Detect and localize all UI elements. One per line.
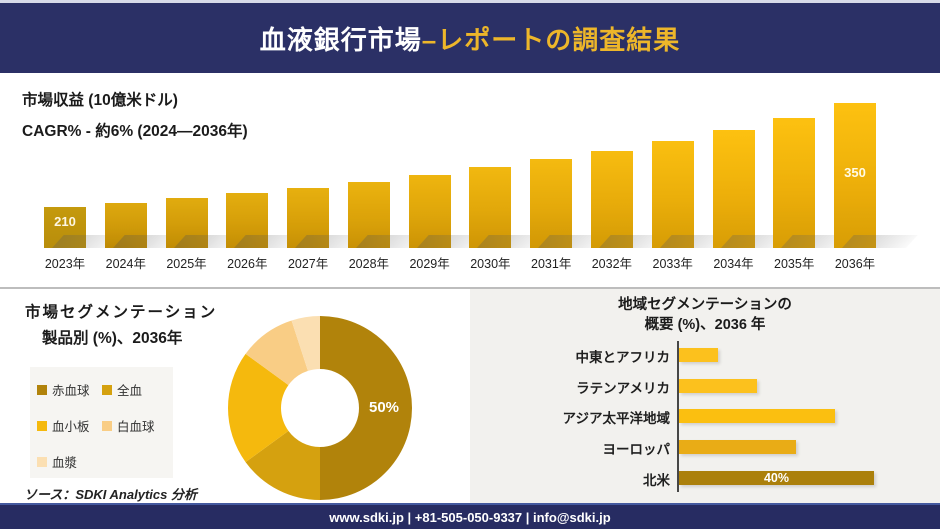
- legend-item: 赤血球: [37, 380, 100, 399]
- revenue-category-label: 2033年: [652, 257, 693, 271]
- legend-swatch-icon: [102, 420, 112, 431]
- regional-bar: [679, 440, 796, 455]
- section-divider: [0, 287, 940, 289]
- revenue-category-label: 2025年: [166, 257, 207, 271]
- revenue-bars: 210 350: [0, 100, 940, 248]
- revenue-bar: [287, 188, 330, 248]
- regional-axis-line: [677, 341, 679, 492]
- regional-bar: [679, 378, 757, 393]
- footer-bar: www.sdki.jp | +81-505-050-9337 | info@sd…: [0, 503, 940, 529]
- revenue-category-label: 2035年: [774, 257, 815, 271]
- revenue-bar: [226, 193, 269, 248]
- revenue-chart-title: 市場収益 (10億米ドル): [22, 92, 178, 109]
- revenue-bar: [530, 159, 573, 248]
- page-title: 血液銀行市場–レポートの調査結果: [260, 20, 680, 57]
- revenue-category-label: 2024年: [105, 257, 146, 271]
- legend-item: 白血球: [102, 416, 165, 435]
- donut-percentage-label: 50%: [368, 399, 400, 416]
- revenue-bar: [408, 175, 451, 248]
- regional-seg-subtitle: 概要 (%)、2036 年: [644, 317, 766, 333]
- regional-seg-title: 地域セグメンテーションの: [618, 297, 792, 313]
- revenue-category-label: 2023年: [44, 257, 86, 271]
- product-seg-subtitle: 製品別 (%)、2036年: [42, 330, 183, 347]
- revenue-category-label: 2027年: [287, 257, 329, 271]
- donut-slice-2: [245, 430, 320, 500]
- product-seg-donut-chart: [227, 316, 412, 500]
- regional-bar: [679, 348, 718, 362]
- bar-value-label: 350: [844, 165, 866, 181]
- donut-slice-4: [245, 320, 308, 386]
- regional-panel-background: [470, 289, 940, 505]
- legend-swatch-icon: [37, 384, 47, 395]
- regional-category-label: 中東とアフリカ: [575, 350, 671, 365]
- revenue-category-label: 2031年: [531, 257, 572, 271]
- revenue-bar: [651, 140, 694, 248]
- regional-category-label: アジア太平洋地域: [562, 411, 670, 427]
- regional-bar: [679, 409, 835, 424]
- legend-label: 赤血球: [52, 384, 90, 398]
- legend-swatch-icon: [102, 384, 112, 395]
- revenue-category-label: 2030年: [470, 257, 511, 271]
- revenue-category-label: 2028年: [348, 257, 390, 271]
- legend-label: 血漿: [52, 456, 78, 470]
- product-seg-title: 市場セグメンテーション: [25, 304, 218, 321]
- legend-label: 全血: [117, 384, 143, 398]
- revenue-bar: [773, 117, 816, 248]
- revenue-bar: [165, 198, 208, 248]
- page-title-market: 血液銀行市場: [259, 24, 422, 55]
- legend-swatch-icon: [37, 456, 47, 467]
- revenue-category-label: 2032年: [591, 257, 633, 271]
- regional-bar: 40%: [679, 470, 874, 485]
- bar-value-label: 210: [54, 214, 76, 229]
- revenue-category-label: 2034年: [713, 257, 754, 271]
- header-banner: 血液銀行市場–レポートの調査結果: [0, 0, 940, 73]
- revenue-chart-cagr: CAGR% - 約6% (2024―2036年): [22, 123, 248, 140]
- revenue-bar: [712, 130, 755, 248]
- revenue-category-label: 2026年: [227, 257, 268, 271]
- legend-label: 血小板: [52, 420, 90, 434]
- donut-slice-1: [320, 316, 412, 500]
- donut-slice-5: [291, 316, 320, 371]
- revenue-bar: [469, 167, 512, 248]
- regional-category-label: 北米: [643, 472, 670, 488]
- revenue-bar: [590, 150, 633, 248]
- legend-item: 血漿: [37, 452, 100, 471]
- revenue-category-label: 2036年: [834, 257, 876, 271]
- regional-category-label: ヨーロッパ: [602, 442, 671, 458]
- regional-percentage-label: 40%: [763, 470, 790, 485]
- page-title-report: –レポートの調査結果: [421, 24, 681, 55]
- donut-slice-3: [227, 353, 289, 463]
- legend-label: 白血球: [117, 420, 155, 434]
- revenue-bar: [104, 203, 147, 248]
- revenue-category-label: 2029年: [409, 257, 450, 271]
- legend-item: 血小板: [37, 416, 100, 435]
- legend-item: 全血: [102, 380, 165, 399]
- legend-swatch-icon: [37, 420, 47, 431]
- footer-contact-text: www.sdki.jp | +81-505-050-9337 | info@sd…: [329, 509, 611, 525]
- regional-category-label: ラテンアメリカ: [576, 380, 670, 396]
- source-note: ソース：SDKI Analytics 分析: [24, 487, 197, 502]
- product-seg-legend: 赤血球 全血血小板 白血球血漿: [30, 367, 173, 478]
- revenue-bar: [347, 181, 390, 248]
- revenue-bar: 350: [834, 103, 876, 248]
- revenue-bar: 210: [44, 207, 86, 248]
